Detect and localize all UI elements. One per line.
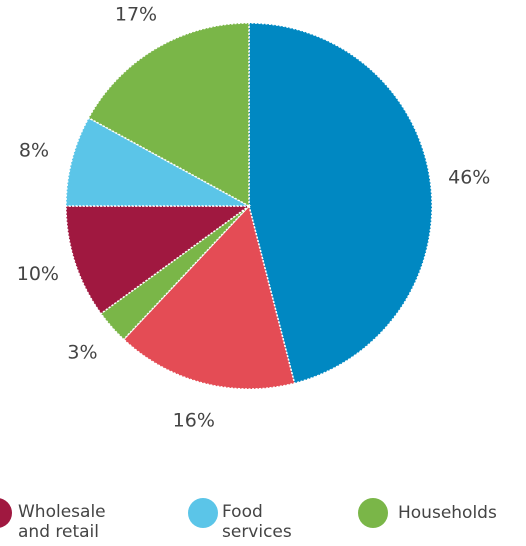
pie-slice <box>65 205 252 315</box>
legend-label: Food services <box>222 502 292 542</box>
legend-swatch <box>0 498 12 528</box>
pie-slice <box>122 204 296 390</box>
data-label: 8% <box>19 139 49 161</box>
data-label: 10% <box>17 263 59 285</box>
pie-slice <box>87 22 250 208</box>
data-label: 16% <box>173 410 215 432</box>
data-label: 46% <box>448 167 490 189</box>
pie-slice <box>65 116 250 207</box>
legend-label: Households <box>398 503 497 523</box>
legend-label: Wholesale and retail <box>18 502 106 542</box>
legend-swatch <box>358 498 388 528</box>
pie-slice <box>248 22 433 385</box>
data-label: 3% <box>67 341 97 363</box>
data-label: 17% <box>115 3 157 25</box>
legend-swatch <box>188 498 218 528</box>
